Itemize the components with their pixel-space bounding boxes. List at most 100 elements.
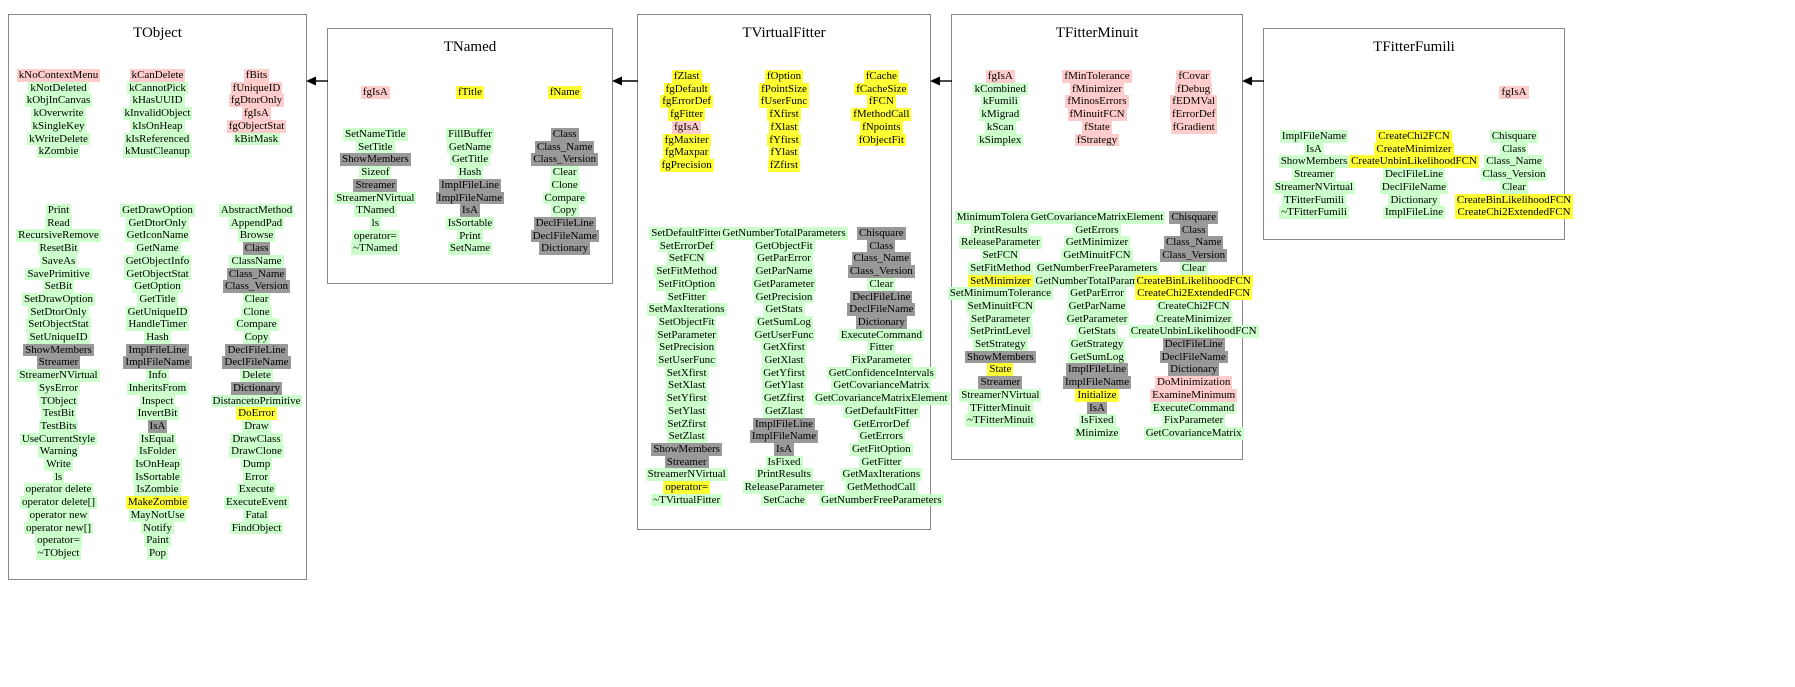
method-item[interactable]: Minimize: [1073, 426, 1121, 440]
member-item[interactable]: kMigrad: [979, 108, 1022, 121]
member-item[interactable]: fgMaxiter: [662, 133, 711, 147]
method-item[interactable]: Chisquare: [1169, 211, 1218, 224]
method-item[interactable]: FixParameter: [849, 354, 913, 367]
method-item[interactable]: DeclFileName: [222, 356, 291, 370]
method-item[interactable]: ExamineMinimum: [1150, 388, 1238, 402]
method-item[interactable]: DeclFileName: [530, 229, 599, 243]
member-item[interactable]: fCache: [863, 70, 899, 83]
member-item[interactable]: kCannotPick: [127, 81, 188, 95]
method-item[interactable]: operator=: [351, 229, 399, 243]
method-item[interactable]: ExecuteEvent: [223, 496, 290, 509]
method-item[interactable]: IsOnHeap: [133, 458, 182, 471]
method-item[interactable]: Hash: [144, 331, 171, 344]
method-item[interactable]: CreateChi2ExtendedFCN: [1135, 287, 1253, 300]
method-item[interactable]: IsZombie: [134, 483, 181, 497]
method-item[interactable]: ShowMembers: [340, 153, 411, 167]
method-item[interactable]: Streamer: [978, 376, 1023, 389]
member-item[interactable]: kMustCleanup: [123, 145, 192, 158]
member-item[interactable]: kInvalidObject: [122, 107, 193, 120]
method-item[interactable]: ClassName: [229, 254, 284, 268]
method-item[interactable]: Clear: [867, 277, 896, 291]
method-item[interactable]: ImplFileName: [1062, 376, 1132, 389]
member-item[interactable]: fgFitter: [668, 108, 706, 121]
method-item[interactable]: GetXlast: [762, 354, 806, 367]
member-item[interactable]: kWriteDelete: [27, 132, 90, 146]
method-item[interactable]: SetMinimizer: [968, 274, 1033, 288]
method-item[interactable]: FixParameter: [1162, 414, 1226, 427]
member-item[interactable]: fgIsA: [241, 107, 272, 120]
member-item[interactable]: fgErrorDef: [660, 95, 714, 109]
method-item[interactable]: CreateUnbinLikelihoodFCN: [1349, 155, 1479, 169]
method-item[interactable]: SetNameTitle: [342, 128, 408, 141]
method-item[interactable]: ReleaseParameter: [742, 481, 826, 494]
method-item[interactable]: SetObjectFit: [656, 315, 717, 329]
method-item[interactable]: Class_Name: [1163, 236, 1224, 250]
method-item[interactable]: DeclFileLine: [225, 343, 288, 357]
member-item[interactable]: kFumili: [980, 95, 1020, 109]
method-item[interactable]: operator=: [35, 534, 82, 547]
method-item[interactable]: SetErrorDef: [657, 239, 716, 253]
method-item[interactable]: Class_Name: [534, 140, 595, 154]
method-item[interactable]: GetCovarianceMatrix: [831, 379, 932, 393]
method-item[interactable]: DistancetoPrimitive: [210, 394, 303, 408]
method-item[interactable]: SetUniqueID: [27, 331, 90, 344]
method-item[interactable]: Streamer: [664, 455, 709, 469]
method-item[interactable]: ImplFileName: [749, 430, 819, 443]
method-item[interactable]: ImplFileLine: [1065, 363, 1129, 377]
method-item[interactable]: MinimumTolerance: [954, 211, 1046, 224]
method-item[interactable]: Print: [457, 229, 483, 243]
member-item[interactable]: kSingleKey: [30, 119, 87, 133]
method-item[interactable]: StreamerNVirtual: [17, 369, 100, 382]
method-item[interactable]: ImplFileLine: [126, 343, 189, 357]
method-item[interactable]: TFitterFumili: [1282, 193, 1346, 207]
method-item[interactable]: SetBit: [42, 280, 75, 293]
method-item[interactable]: DeclFileName: [1159, 350, 1228, 364]
method-item[interactable]: UseCurrentStyle: [19, 432, 98, 446]
method-item[interactable]: ~TFitterFumili: [1279, 206, 1349, 219]
member-item[interactable]: fgIsA: [672, 120, 702, 134]
method-item[interactable]: GetNumberTotalParameters: [1033, 274, 1161, 288]
method-item[interactable]: SetDrawOption: [21, 292, 96, 306]
method-item[interactable]: SetFitOption: [656, 277, 718, 291]
method-item[interactable]: Clear: [242, 292, 271, 306]
member-item[interactable]: fCovar: [1176, 70, 1211, 83]
method-item[interactable]: GetCovarianceMatrix: [1143, 426, 1244, 440]
method-item[interactable]: SetFitter: [665, 290, 708, 304]
method-item[interactable]: Class: [550, 128, 579, 141]
method-item[interactable]: StreamerNVirtual: [959, 388, 1042, 402]
member-item[interactable]: fMinimizer: [1069, 82, 1125, 96]
method-item[interactable]: Initialize: [1075, 388, 1119, 402]
method-item[interactable]: GetCovarianceMatrixElement: [813, 392, 950, 405]
method-item[interactable]: SetPrintLevel: [968, 325, 1033, 339]
method-item[interactable]: SavePrimitive: [25, 267, 92, 281]
method-item[interactable]: TFitterMinuit: [968, 401, 1033, 415]
class-title-tfitterminuit[interactable]: TFitterMinuit: [1055, 25, 1139, 41]
method-item[interactable]: ImplFileName: [123, 356, 192, 370]
method-item[interactable]: Class_Name: [226, 267, 287, 281]
member-item[interactable]: fgIsA: [360, 86, 390, 99]
method-item[interactable]: ImplFileLine: [438, 178, 502, 192]
method-item[interactable]: Fatal: [243, 508, 270, 522]
member-item[interactable]: kNoContextMenu: [16, 69, 101, 82]
method-item[interactable]: operator=: [663, 481, 711, 494]
method-item[interactable]: Paint: [144, 534, 171, 547]
class-title-tobject[interactable]: TObject: [133, 25, 182, 41]
method-item[interactable]: Streamer: [353, 178, 398, 192]
method-item[interactable]: Compare: [234, 318, 279, 332]
method-item[interactable]: SetDtorOnly: [28, 305, 89, 319]
method-item[interactable]: Streamer: [1292, 168, 1336, 181]
member-item[interactable]: fgPrecision: [659, 158, 714, 172]
method-item[interactable]: IsA: [774, 442, 794, 456]
method-item[interactable]: operator new: [27, 508, 90, 522]
method-item[interactable]: GetParName: [1066, 299, 1128, 313]
method-item[interactable]: GetDtorOnly: [126, 216, 189, 230]
method-item[interactable]: IsSortable: [445, 216, 495, 230]
member-item[interactable]: fgDtorOnly: [228, 94, 285, 108]
method-item[interactable]: Notify: [141, 521, 174, 535]
method-item[interactable]: Draw: [242, 419, 271, 433]
member-item[interactable]: fMinosErrors: [1065, 95, 1129, 109]
method-item[interactable]: Pop: [146, 546, 169, 560]
class-title-tvirtualfitter[interactable]: TVirtualFitter: [742, 25, 826, 41]
method-item[interactable]: SetMaxIterations: [646, 303, 727, 316]
method-item[interactable]: ls: [369, 216, 381, 230]
